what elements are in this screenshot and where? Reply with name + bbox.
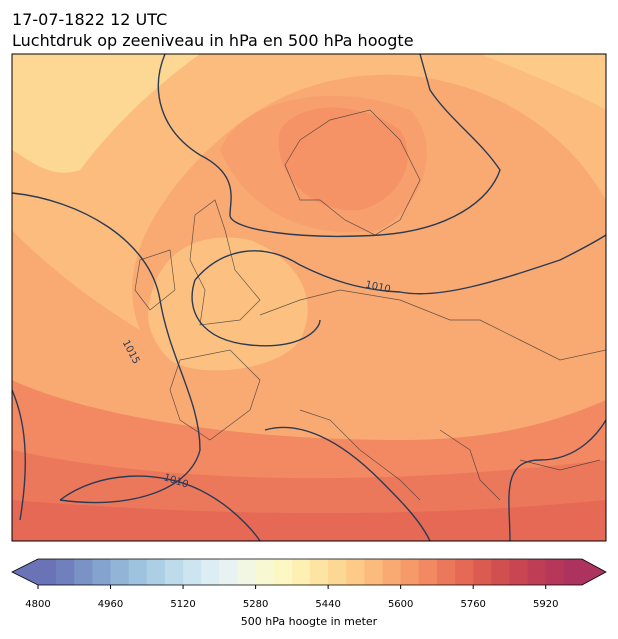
colorbar-bin [509,559,528,585]
colorbar-bin [255,559,275,585]
colorbar-bin [364,559,383,585]
colorbar-extend-high [582,559,606,585]
colorbar-bin [183,559,202,585]
colorbar-tick-label: 5920 [533,599,558,610]
colorbar-tick-label: 4960 [98,599,123,610]
colorbar-bin [146,559,166,585]
colorbar-bin [455,559,474,585]
colorbar-bin [563,559,583,585]
title: 17-07-1822 12 UTC [12,10,167,29]
colorbar-bin [436,559,456,585]
colorbar-bin [110,559,130,585]
colorbar-bin [310,559,329,585]
colorbar-tick-label: 5440 [315,599,340,610]
colorbar-tick-label: 4800 [25,599,50,610]
colorbar-bin [400,559,420,585]
colorbar-bin [418,559,438,585]
colorbar-bin [273,559,293,585]
colorbar-label: 500 hPa hoogte in meter [241,615,378,628]
colorbar-extend-low [12,559,38,585]
colorbar-tick-label: 5280 [243,599,268,610]
map [12,54,606,541]
subtitle: Luchtdruk op zeeniveau in hPa en 500 hPa… [12,31,414,50]
colorbar-bin [382,559,402,585]
colorbar-bin [128,559,148,585]
colorbar-bin [346,559,365,585]
colorbar-bin [219,559,238,585]
colorbar-bin [545,559,565,585]
colorbar-outline [11,558,607,586]
colorbar-bin [201,559,220,585]
map-frame [11,53,607,542]
colorbar-bin [92,559,111,585]
colorbar-bin [237,559,256,585]
colorbar-bin [74,559,93,585]
colorbar-tick-label: 5600 [388,599,413,610]
colorbar-bin [527,559,547,585]
colorbar-bin [291,559,311,585]
colorbar-tick-label: 5760 [460,599,485,610]
colorbar-bin [164,559,184,585]
colorbar-bin [328,559,347,585]
colorbar-bin [473,559,492,585]
contour-label: 1010 [364,279,391,295]
colorbar-tick-label: 5120 [170,599,195,610]
colorbar-bin [56,559,75,585]
colorbar-bin [491,559,510,585]
colorbar-bin [38,559,57,585]
